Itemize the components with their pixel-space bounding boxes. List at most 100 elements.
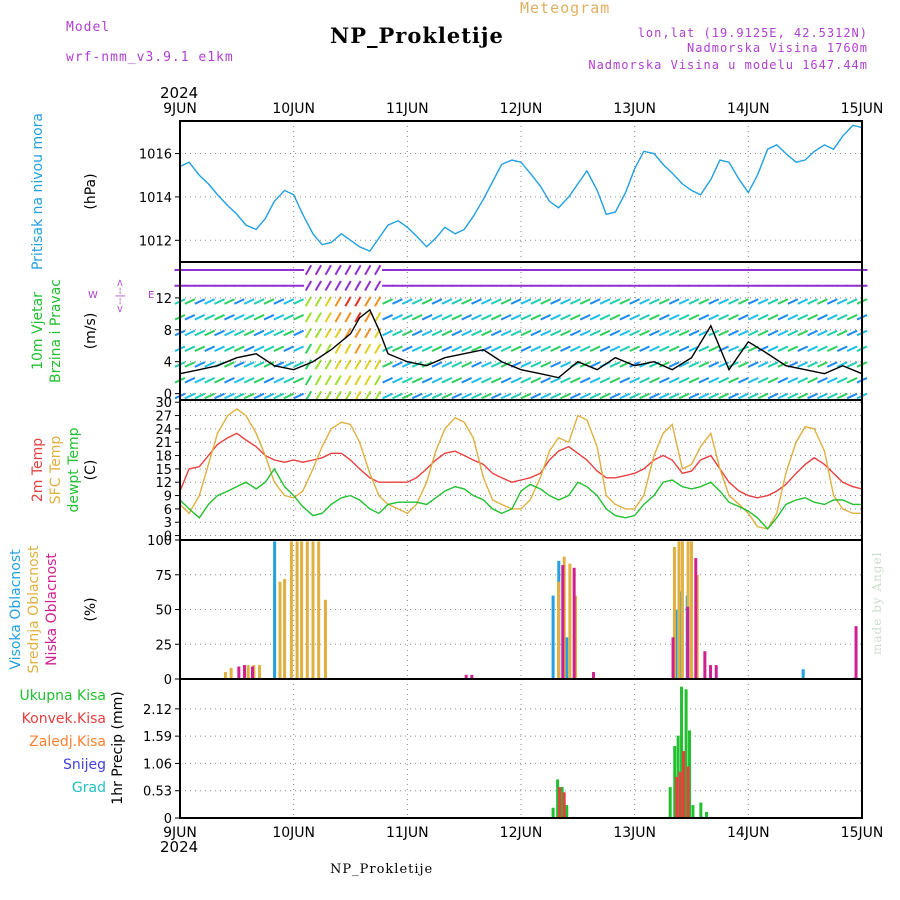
wind-barb: [728, 329, 739, 337]
wind-barb: [334, 359, 342, 370]
wind-barb: [304, 280, 313, 292]
wind-barb: [233, 329, 245, 337]
wind-barb: [214, 314, 225, 321]
wind-barb: [354, 343, 362, 355]
wind-barb: [747, 329, 759, 337]
wind-barb: [184, 361, 196, 368]
wind-barb: [767, 377, 779, 384]
wind-barb: [649, 329, 660, 337]
wind-barb: [364, 374, 372, 386]
wind-barb: [364, 311, 372, 323]
wind-barb: [293, 392, 305, 400]
wind-barb: [214, 298, 225, 305]
wind-barb: [668, 314, 680, 321]
wind-barb: [777, 314, 789, 321]
wind-barb: [797, 377, 809, 384]
wind-barb: [374, 359, 382, 370]
panel-unit: (hPa): [83, 173, 99, 209]
wind-barb: [797, 392, 809, 400]
wind-barb: [401, 377, 413, 384]
bar: [694, 558, 698, 679]
wind-barb: [364, 296, 372, 307]
wind-barb: [490, 314, 502, 321]
wind-barb: [314, 311, 322, 323]
wind-barb: [344, 280, 352, 292]
wind-barb: [807, 329, 818, 337]
wind-barb: [480, 392, 492, 400]
bar: [691, 805, 695, 818]
precip-legend-item: Konvek.Kisa: [22, 711, 106, 727]
bar: [283, 578, 287, 679]
wind-barb: [747, 314, 759, 321]
wind-barb: [471, 314, 482, 321]
panel-unit: (m/s): [83, 313, 99, 350]
wind-barb: [233, 377, 245, 384]
y-tick-label: 75: [155, 569, 172, 584]
wind-barb: [787, 392, 799, 400]
x-axis-bottom-labels: 9JUN 10JUN 11JUN 12JUN 13JUN 14JUN 15JUN: [163, 825, 883, 841]
wind-barb: [421, 329, 433, 337]
wind-barb: [421, 361, 433, 368]
wind-barb: [520, 377, 532, 384]
wind-barb: [609, 392, 621, 400]
wind-barb: [807, 377, 818, 384]
wind-barb: [243, 377, 255, 384]
y-tick-label: 27: [155, 410, 172, 425]
wind-barb: [649, 392, 660, 400]
wind-barb: [314, 280, 322, 292]
bar: [699, 802, 703, 818]
wind-barb: [569, 345, 581, 352]
bar: [557, 581, 561, 679]
wind-barb: [737, 329, 749, 337]
wind-barb: [253, 345, 265, 352]
chart-title: NP_Prokletije: [330, 23, 504, 48]
wind-barb: [421, 392, 433, 400]
wind-barb: [678, 298, 690, 305]
wind-barb: [826, 329, 838, 337]
wind-barb: [243, 392, 255, 400]
wind-barb: [354, 280, 362, 292]
wind-barb: [344, 327, 352, 339]
wind-barb: [737, 298, 749, 305]
wind-barb: [421, 377, 433, 384]
panel-ylabel: Pritisak na nivou mora: [30, 113, 46, 270]
wind-barb: [451, 361, 463, 368]
wind-barb: [233, 392, 245, 400]
wind-barb: [560, 314, 571, 321]
grid: 0 0.53 1.06 1.59 2.12: [143, 679, 863, 827]
panel-4: 0 0.53 1.06 1.59 2.12: [143, 678, 863, 827]
x-tick-label-bottom: 9JUN: [163, 825, 197, 841]
wind-barb: [374, 374, 382, 386]
wind-barb: [520, 345, 532, 352]
wind-barb: [283, 329, 295, 337]
wind-barb: [649, 298, 660, 305]
wind-barb: [619, 314, 631, 321]
wind-barb: [314, 359, 322, 370]
wind-barb: [471, 361, 482, 368]
wind-barb: [609, 329, 621, 337]
bar: [705, 811, 709, 818]
wind-barb: [204, 329, 216, 337]
wind-barb: [392, 329, 403, 337]
wind-barb: [364, 359, 372, 370]
wind-barb: [639, 298, 650, 305]
bar: [672, 546, 676, 679]
wind-barb: [354, 374, 362, 386]
y-tick-label: 1.06: [143, 757, 172, 772]
wind-barb: [451, 392, 463, 400]
wind-barb: [283, 345, 295, 352]
bar: [675, 776, 679, 818]
wind-barb: [480, 314, 492, 321]
x-tick-label-top: 15JUN: [841, 101, 884, 117]
wind-barb: [382, 392, 393, 400]
wind-barb: [304, 311, 313, 323]
wind-barb: [678, 377, 690, 384]
wind-barb: [540, 361, 552, 368]
wind-barb: [253, 329, 265, 337]
wind-barb: [324, 264, 332, 276]
wind-barb: [273, 392, 285, 400]
wind-barb: [668, 329, 680, 337]
wind-barb: [688, 314, 700, 321]
y-tick-label: 1012: [139, 234, 172, 249]
